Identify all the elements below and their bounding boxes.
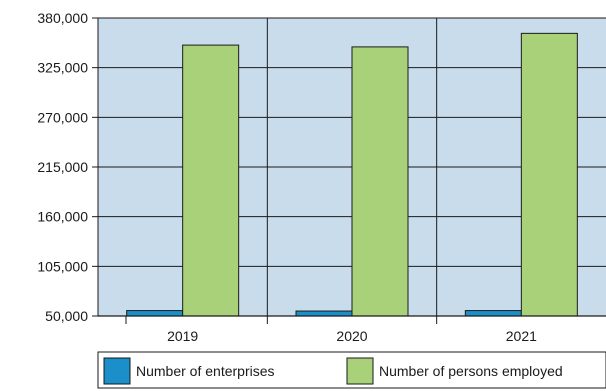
y-tick-label: 160,000 <box>37 209 88 225</box>
bar-persons-employed-2021 <box>520 32 578 317</box>
x-tick-label: 2019 <box>167 328 198 344</box>
legend-label: Number of persons employed <box>379 363 563 379</box>
x-tick-label: 2020 <box>336 328 367 344</box>
bar-persons-employed-2019 <box>182 44 240 317</box>
x-axis-tick-labels: 2019 2020 2021 <box>167 328 537 344</box>
y-tick-label: 50,000 <box>45 308 88 324</box>
axes <box>92 17 606 324</box>
bar-enterprises-2020 <box>295 310 353 317</box>
y-tick-label: 215,000 <box>37 159 88 175</box>
y-axis-tick-labels: 50,000 105,000 160,000 215,000 270,000 325,00… <box>37 10 88 324</box>
bar-enterprises-2019 <box>126 310 184 317</box>
bar-persons-employed-2020 <box>351 46 409 317</box>
y-tick-label: 105,000 <box>37 258 88 274</box>
bar-enterprises-2021 <box>464 310 522 317</box>
legend-swatch <box>346 357 374 385</box>
y-tick-label: 270,000 <box>37 109 88 125</box>
y-tick-label: 325,000 <box>37 60 88 76</box>
legend-swatch <box>103 357 131 385</box>
y-tick-label: 380,000 <box>37 10 88 26</box>
x-tick-label: 2021 <box>506 328 537 344</box>
legend: Number of enterprises Number of persons e… <box>97 351 606 389</box>
legend-label: Number of enterprises <box>136 363 275 379</box>
